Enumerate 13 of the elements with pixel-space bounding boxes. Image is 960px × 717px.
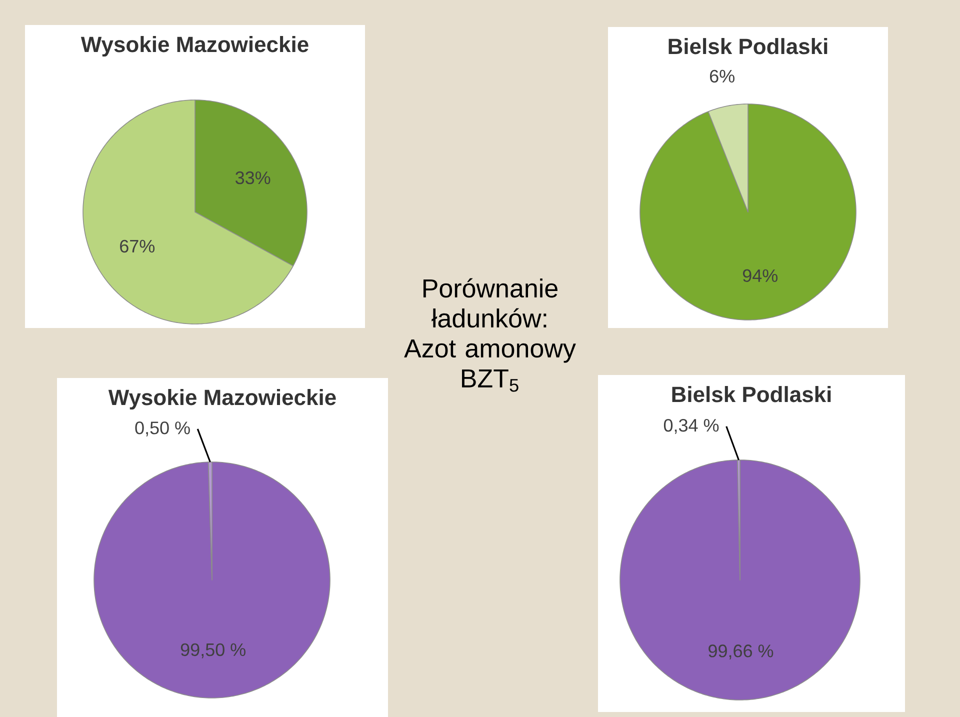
- data-label: 67%: [120, 240, 155, 253]
- data-label: 94%: [742, 269, 778, 282]
- data-label: 33%: [236, 171, 270, 184]
- data-label: 0,34 %: [664, 418, 719, 434]
- text: Porównanie ładunków: Azot amonowy BZT$_{5}$: [404, 278, 576, 392]
- chart-title: Wysokie Mazowieckie: [80, 36, 308, 57]
- data-label: 0,50 %: [135, 422, 190, 436]
- chart-title: Bielsk Podlaski: [672, 386, 831, 402]
- chart-title: Bielsk Podlaski: [668, 38, 828, 54]
- data-label: 99,50 %: [180, 643, 246, 658]
- data-label: 6%: [710, 70, 734, 83]
- data-label: 99,66 %: [708, 644, 774, 660]
- chart-title: Wysokie Mazowieckie: [108, 389, 336, 410]
